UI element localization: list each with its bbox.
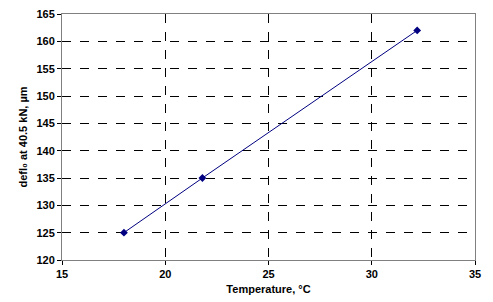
svg-text:15: 15: [56, 268, 68, 280]
svg-text:defl₀ at 40.5 kN, µm: defl₀ at 40.5 kN, µm: [17, 86, 29, 187]
svg-text:120: 120: [36, 254, 54, 266]
svg-text:35: 35: [469, 268, 481, 280]
svg-text:155: 155: [36, 63, 54, 75]
svg-text:145: 145: [36, 117, 54, 129]
svg-text:135: 135: [36, 172, 54, 184]
svg-text:165: 165: [36, 8, 54, 20]
svg-text:160: 160: [36, 35, 54, 47]
svg-text:Temperature, °C: Temperature, °C: [226, 283, 310, 295]
svg-text:130: 130: [36, 199, 54, 211]
svg-text:150: 150: [36, 90, 54, 102]
svg-text:30: 30: [366, 268, 378, 280]
svg-text:125: 125: [36, 227, 54, 239]
svg-text:25: 25: [262, 268, 274, 280]
svg-text:20: 20: [159, 268, 171, 280]
svg-text:140: 140: [36, 145, 54, 157]
